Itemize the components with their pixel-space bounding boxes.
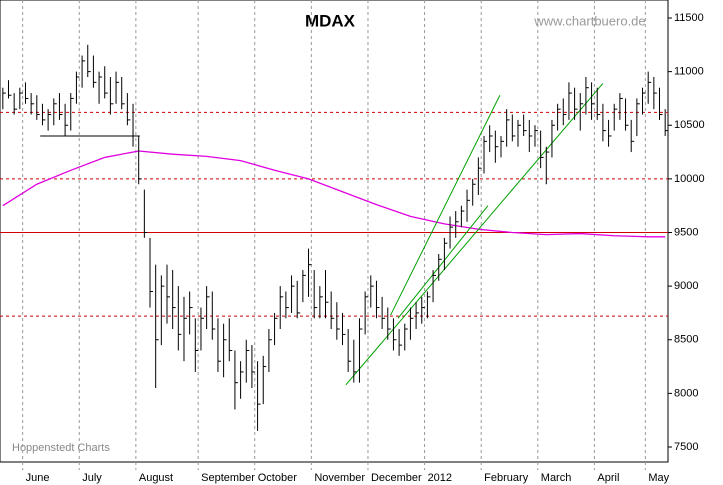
y-tick-label: 8000 xyxy=(674,387,698,399)
y-tick-label: 11000 xyxy=(674,66,704,78)
x-tick-label: September xyxy=(201,472,255,484)
x-tick-label: May xyxy=(648,472,669,484)
y-tick-label: 9000 xyxy=(674,280,698,292)
y-tick-label: 8500 xyxy=(674,334,698,346)
trendline xyxy=(345,83,604,386)
x-tick-label: April xyxy=(597,472,619,484)
y-tick-label: 11500 xyxy=(674,12,704,24)
x-tick-label: November xyxy=(314,472,365,484)
y-tick-label: 9500 xyxy=(674,226,698,238)
x-tick-label: March xyxy=(541,472,572,484)
y-tick-label: 10500 xyxy=(674,119,705,131)
x-tick-label: December xyxy=(371,472,422,484)
chart-title: MDAX xyxy=(305,11,356,30)
x-tick-label: June xyxy=(26,472,50,484)
moving-average xyxy=(2,150,666,238)
x-tick-label: 2012 xyxy=(428,472,452,484)
x-tick-label: July xyxy=(82,472,102,484)
source-label: Hoppenstedt Charts xyxy=(12,442,110,454)
x-tick-label: August xyxy=(139,472,173,484)
plot-frame xyxy=(0,0,669,463)
trendline xyxy=(397,205,489,319)
y-tick-label: 10000 xyxy=(674,173,705,185)
x-tick-label: October xyxy=(258,472,297,484)
y-tick-label: 7500 xyxy=(674,441,698,453)
watermark: www.chartbuero.de xyxy=(533,13,645,28)
trendline xyxy=(390,94,501,316)
x-tick-label: February xyxy=(484,472,529,484)
